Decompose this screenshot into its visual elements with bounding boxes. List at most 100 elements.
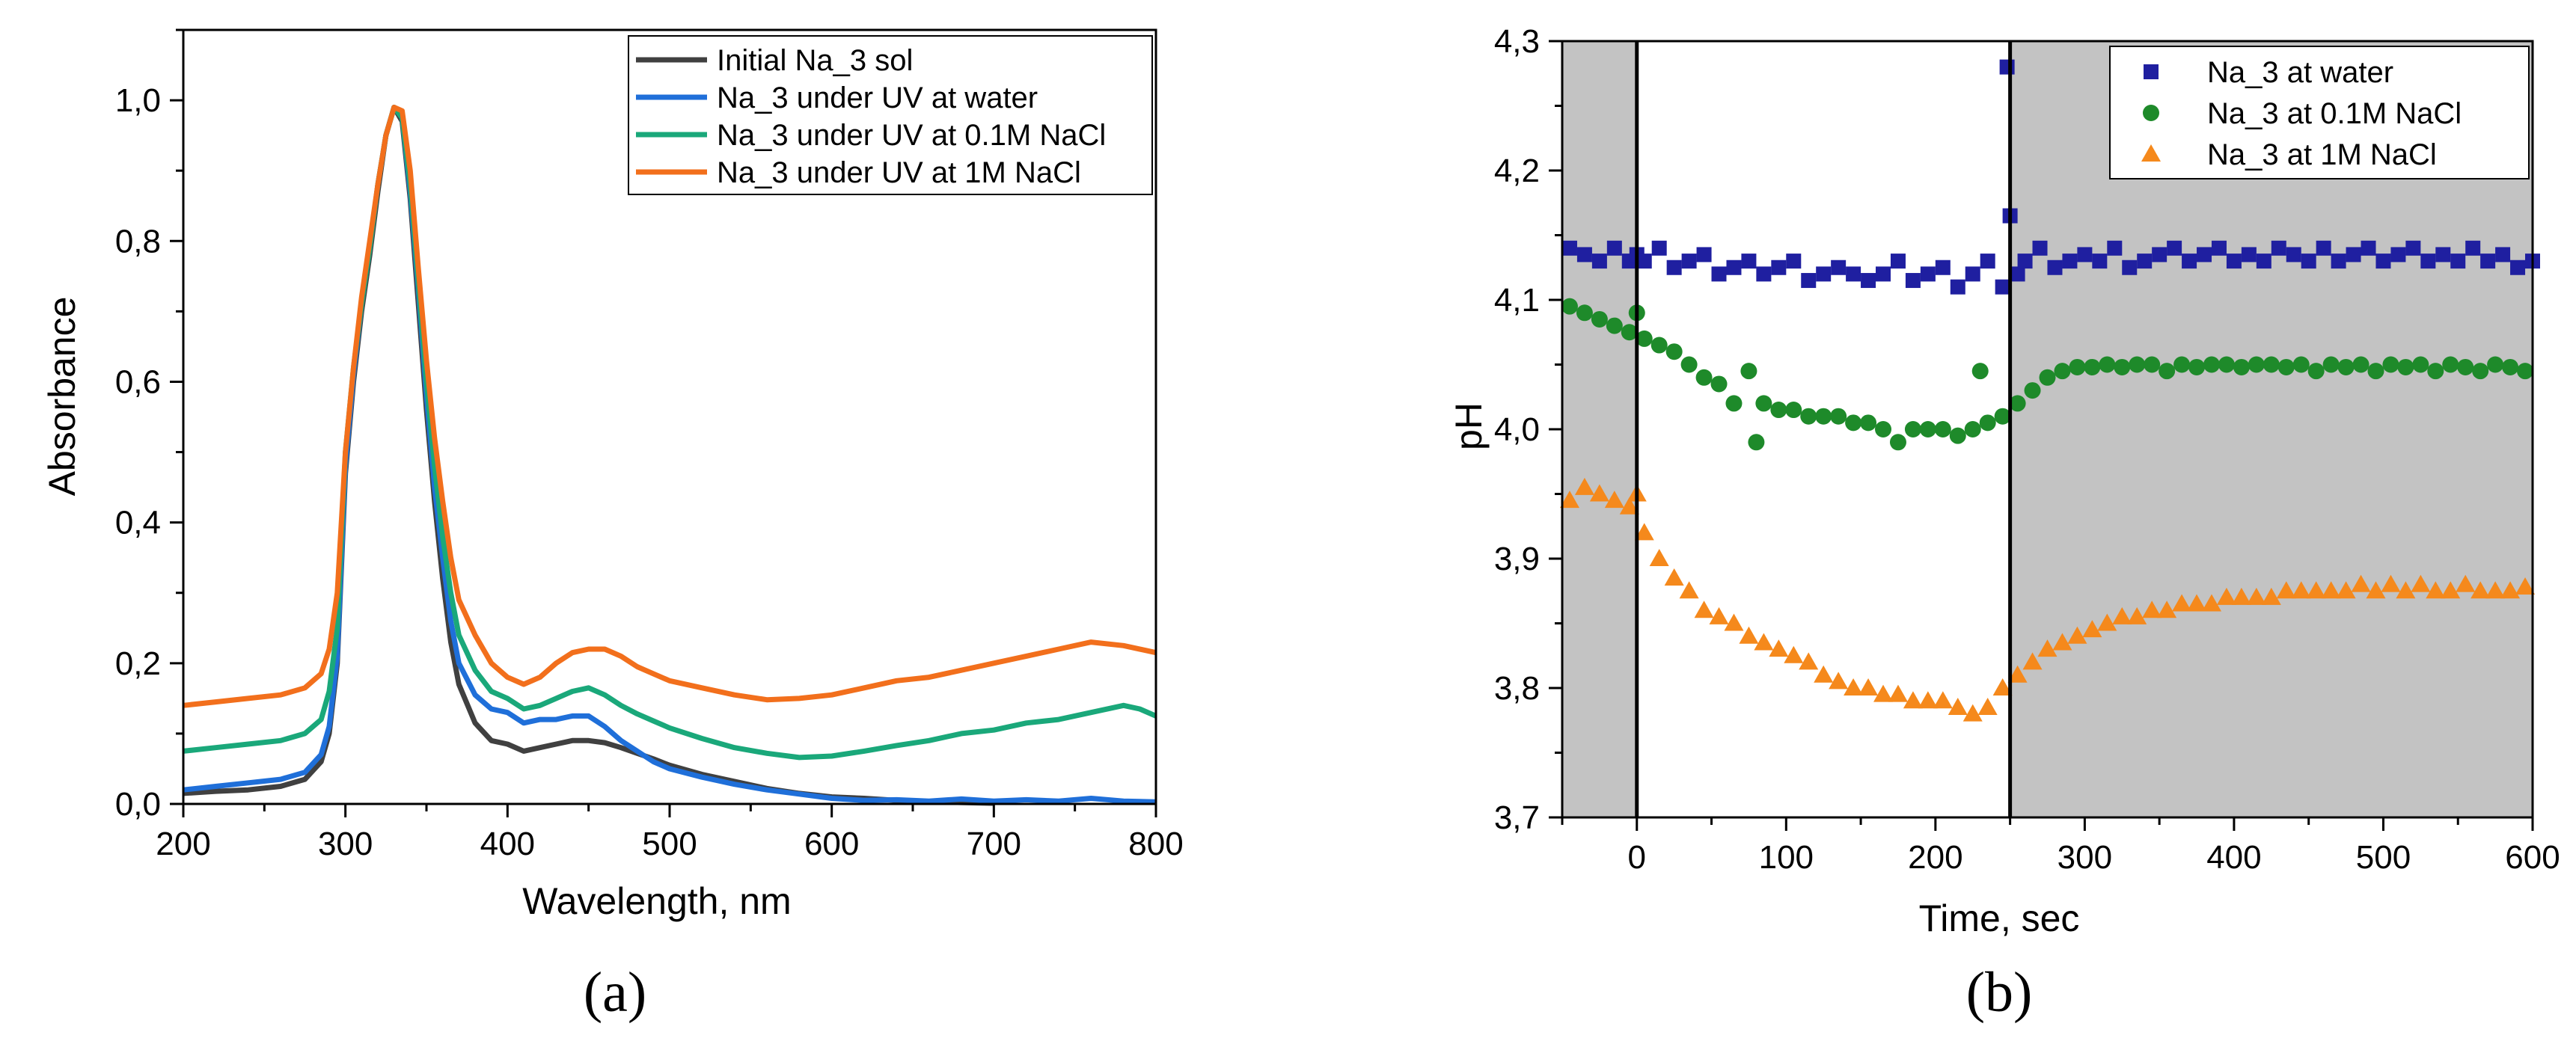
panel-b-data-point (2201, 594, 2221, 612)
panel-b-data-point (1770, 402, 1787, 419)
panel-b-data-point (2248, 356, 2265, 373)
panel-b-data-point (1831, 260, 1847, 275)
panel-b-data-point (2397, 358, 2414, 375)
panel-b-data-point (1711, 266, 1727, 282)
panel-a-y-tick-label: 0,8 (115, 223, 161, 260)
panel-a-legend-label: Na_3 under UV at water (717, 82, 1038, 114)
panel-b-data-point (1873, 684, 1894, 702)
panel-a-y-tick-label: 1,0 (115, 82, 161, 119)
panel-b-data-point (1919, 421, 1936, 437)
panel-b-x-tick-label: 300 (2058, 839, 2112, 876)
panel-b-data-point (2172, 594, 2192, 612)
panel-b-data-point (2022, 652, 2043, 670)
panel-a-legend-label: Na_3 under UV at 1M NaCl (717, 156, 1081, 189)
panel-b-data-point (2157, 601, 2177, 618)
panel-b-data-point (2351, 574, 2371, 592)
panel-b-data-point (2052, 633, 2072, 651)
panel-b-data-point (2361, 240, 2376, 256)
panel-b-data-point (2241, 247, 2257, 262)
panel-a-x-tick-label: 700 (967, 826, 1021, 862)
panel-b-data-point (2137, 254, 2153, 269)
panel-b-y-axis-title: pH (1448, 402, 1490, 450)
panel-b-data-point (2097, 613, 2117, 631)
panel-b-data-point (2037, 639, 2058, 657)
panel-b-data-point (1816, 266, 1832, 282)
panel-b-y-tick-label: 4,1 (1494, 282, 1540, 319)
panel-b-data-point (2420, 254, 2436, 269)
panel-b-data-point (2301, 254, 2316, 269)
panel-b-data-point (1619, 497, 1639, 515)
panel-b-data-point (1756, 266, 1772, 282)
panel-b-data-point (2412, 356, 2429, 373)
panel-b-data-point (1694, 601, 1714, 618)
panel-b-data-point (2107, 240, 2123, 256)
panel-b-data-point (2346, 247, 2361, 262)
panel-b-data-point (2426, 581, 2446, 599)
panel-b-data-point (2122, 260, 2138, 275)
panel-b-data-point (1748, 434, 1765, 451)
panel-b-data-point (1934, 421, 1951, 437)
panel-b-data-point (1918, 691, 1938, 709)
panel-b-data-point (1606, 240, 1622, 256)
panel-b-x-tick-label: 100 (1759, 839, 1814, 876)
panel-b-legend-label: Na_3 at 1M NaCl (2207, 138, 2437, 171)
panel-b-data-point (1741, 254, 1757, 269)
panel-b-data-point (2352, 356, 2370, 373)
panel-b-data-point (1903, 691, 1923, 709)
panel-b-x-tick-label: 200 (1908, 839, 1962, 876)
panel-b-data-point (1561, 240, 1577, 256)
panel-b-data-point (2197, 247, 2212, 262)
panel-b-data-point (2144, 64, 2159, 79)
panel-b-data-point (2226, 254, 2242, 269)
panel-b-data-point (2321, 581, 2341, 599)
panel-b-data-point (2276, 581, 2296, 599)
panel-b-data-point (2337, 358, 2355, 375)
panel-b-data-point (2331, 254, 2346, 269)
panel-b-data-point (1634, 523, 1654, 541)
panel-b-data-point (2381, 574, 2401, 592)
panel-b-data-point (1890, 254, 1906, 269)
panel-b-legend-label: Na_3 at water (2207, 56, 2393, 89)
panel-b-data-point (2173, 356, 2191, 373)
panel-a-x-tick-label: 800 (1128, 826, 1183, 862)
panel-b-data-point (1755, 395, 1772, 412)
panel-b-data-point (1636, 330, 1653, 347)
panel-b-data-point (2427, 363, 2444, 380)
panel-b-data-point (2084, 358, 2101, 375)
panel-b-data-point (1948, 697, 1968, 715)
panel-b-data-point (1801, 273, 1817, 289)
panel-b-data-point (2515, 577, 2536, 595)
panel-b-data-point (2054, 363, 2071, 380)
panel-b-data-point (2465, 240, 2481, 256)
panel-b-data-point (2203, 356, 2220, 373)
panel-b-data-point (1650, 337, 1668, 354)
panel-b-data-point (1681, 254, 1697, 269)
panel-b-data-point (2112, 607, 2132, 624)
panel-b-data-point (2233, 358, 2250, 375)
panel-b-data-point (2405, 240, 2421, 256)
panel-b-data-point (2143, 105, 2159, 121)
panel-b-data-point (2322, 356, 2340, 373)
panel-b-data-point (1995, 279, 2010, 295)
panel-a-y-tick-label: 0,6 (115, 363, 161, 400)
panel-b-data-point (2246, 587, 2266, 605)
panel-b-data-point (2182, 254, 2197, 269)
panel-b-data-point (1574, 477, 1594, 495)
panel-b-data-point (2092, 254, 2108, 269)
panel-b-data-point (1726, 260, 1742, 275)
panel-b-data-point (1950, 279, 1965, 295)
panel-b-data-point (2307, 363, 2325, 380)
panel-b-ph-chart: 0 100 200 300 400 500 600 3,7 3,8 3,9 4,0 4,1 4,2 4,3… (1448, 23, 2560, 1024)
panel-b-data-point (1860, 414, 1877, 432)
panel-a-y-tick-label: 0,2 (115, 645, 161, 682)
panel-b-data-point (1649, 549, 1669, 566)
panel-a-x-tick-label: 600 (804, 826, 859, 862)
panel-b-data-point (1846, 266, 1861, 282)
panel-b-data-point (1665, 343, 1683, 360)
panel-b-data-point (1695, 369, 1713, 386)
panel-b-data-point (1888, 684, 1908, 702)
panel-a-label: (a) (584, 961, 646, 1024)
panel-b-data-point (2159, 363, 2176, 380)
panel-b-data-point (1709, 607, 1729, 624)
panel-a-series-line-4 (183, 105, 1157, 708)
